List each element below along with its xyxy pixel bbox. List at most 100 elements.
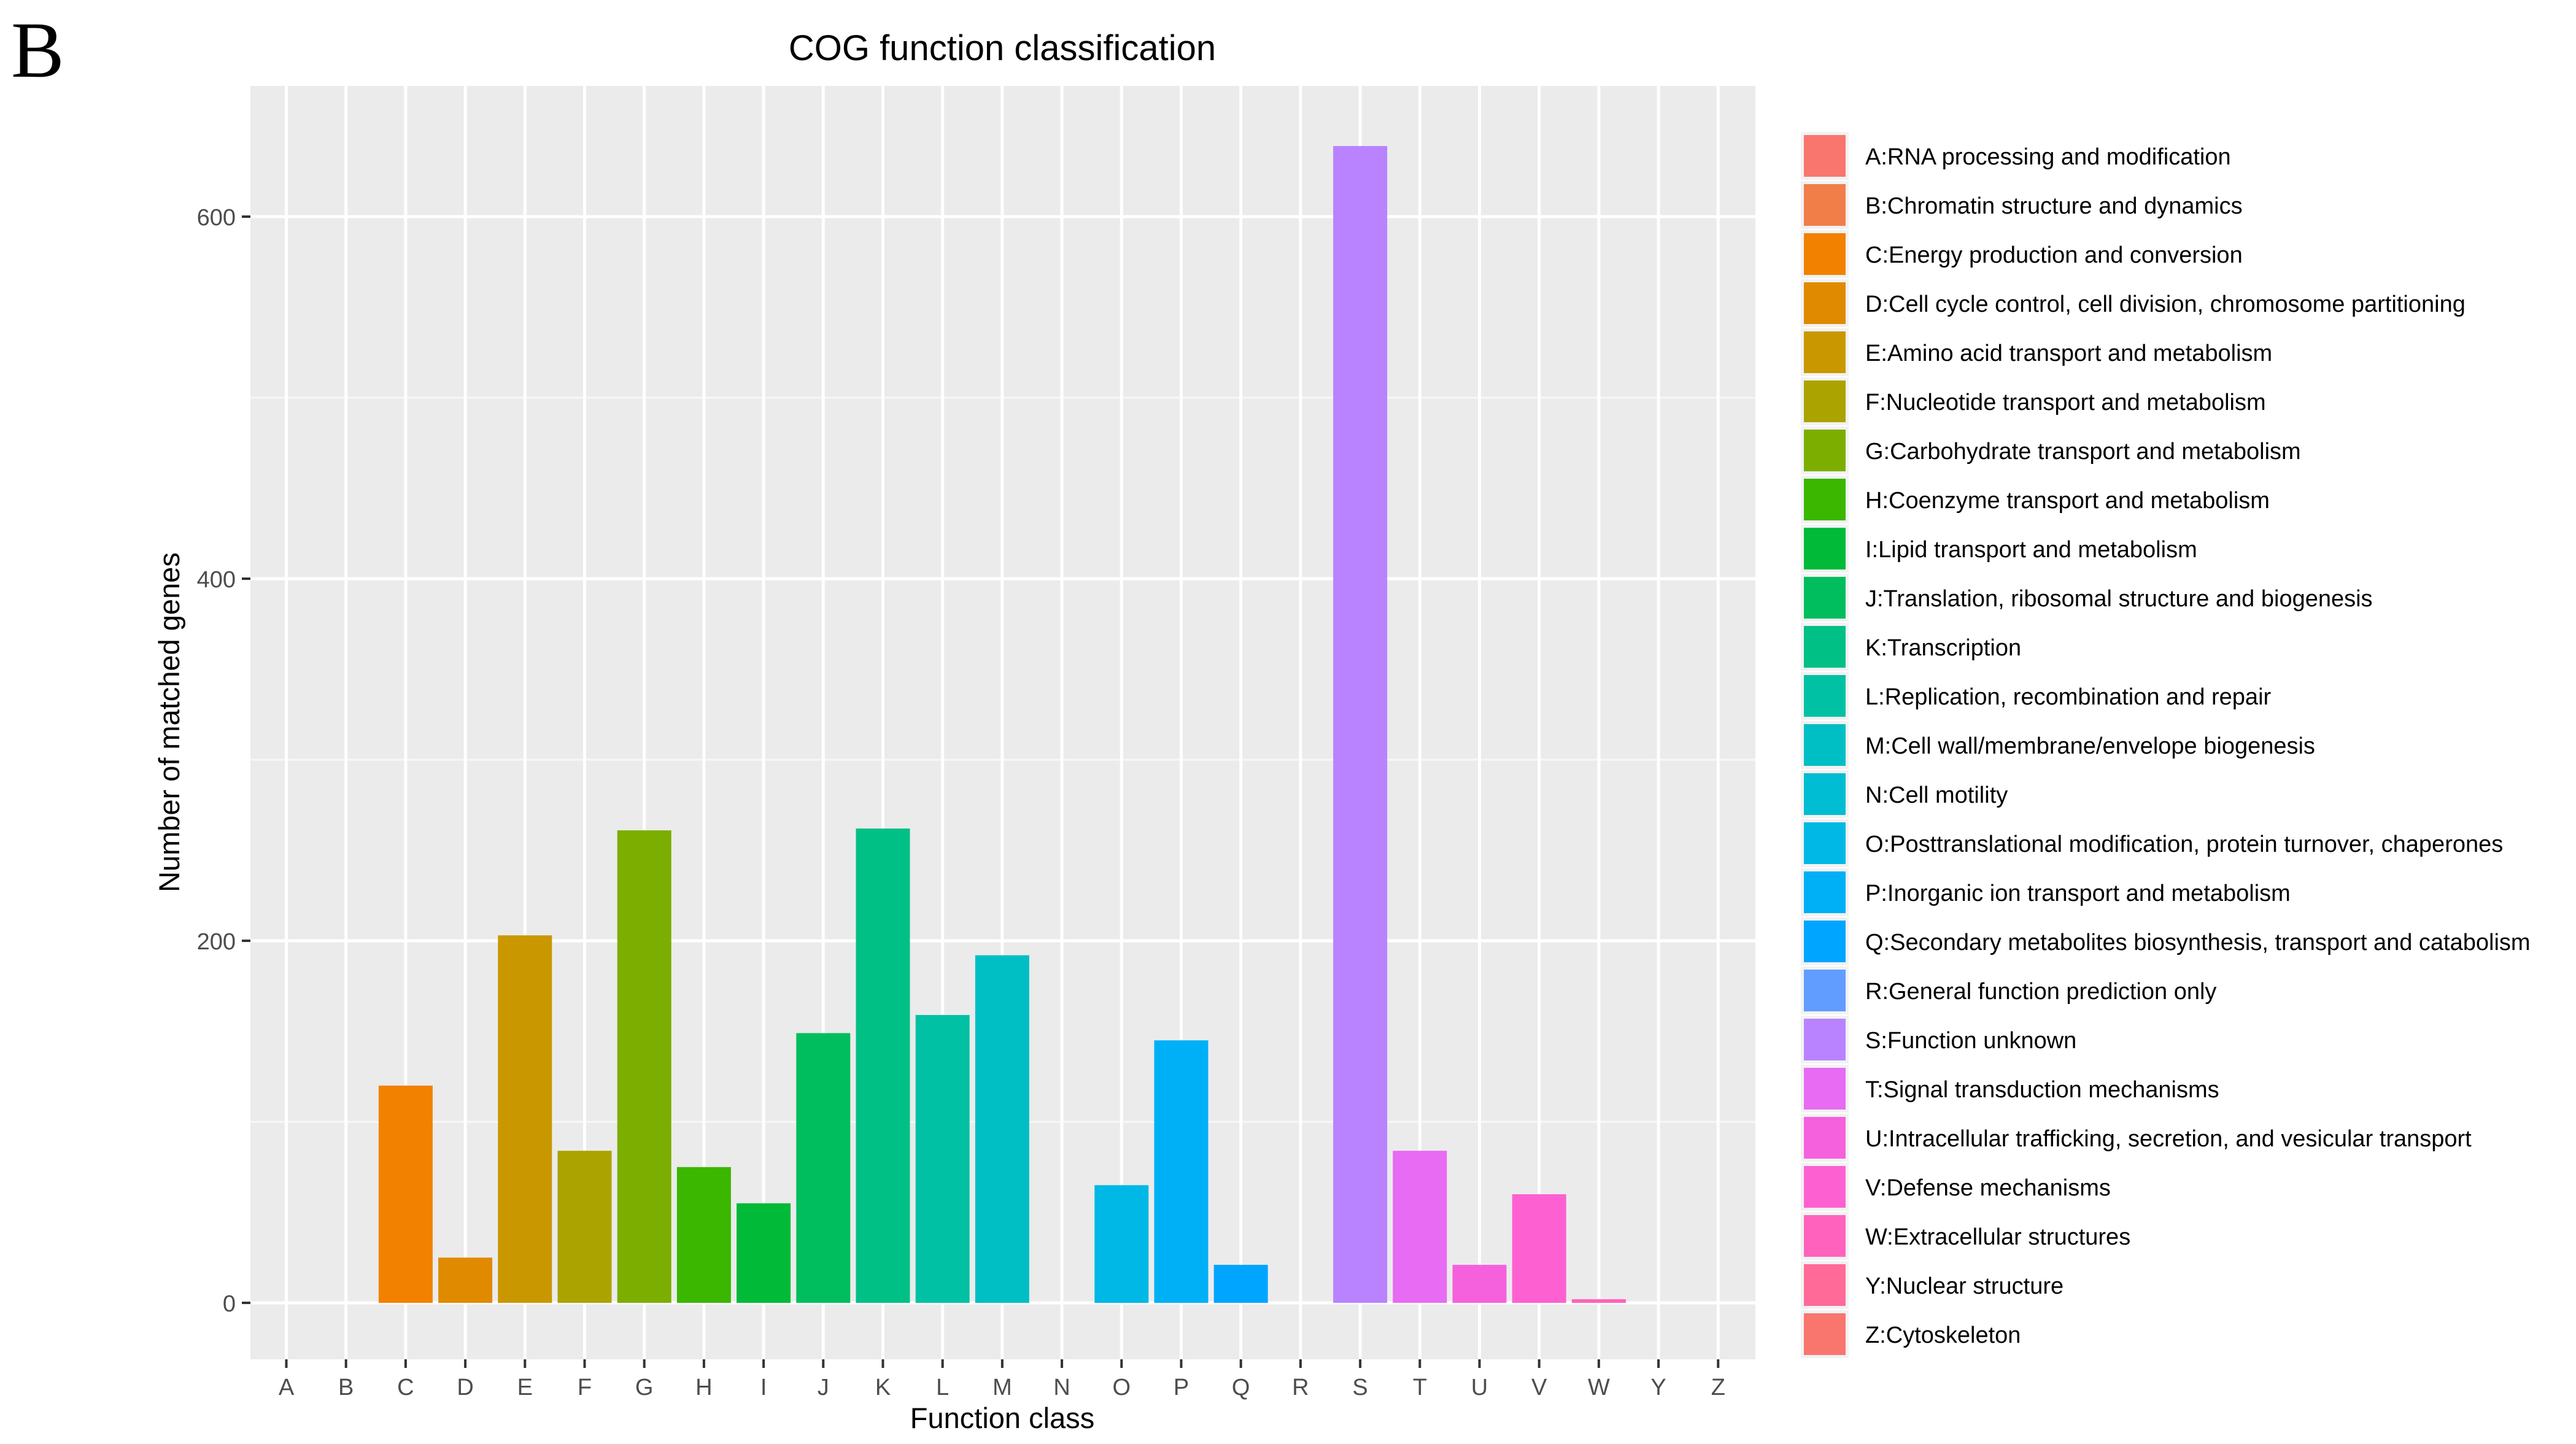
bar-F [557,1151,612,1303]
bar-T [1393,1151,1447,1303]
bar-H [676,1167,731,1303]
legend-swatch-N [1804,773,1846,815]
legend-swatch-W [1804,1215,1846,1257]
legend-swatch-S [1804,1019,1846,1060]
x-tick-label: P [1174,1375,1189,1400]
legend-swatch-U [1804,1117,1846,1159]
legend-label-F: F:Nucleotide transport and metabolism [1865,390,2266,415]
legend-label-B: B:Chromatin structure and dynamics [1865,193,2243,219]
y-tick-label: 600 [197,205,236,231]
legend-swatch-J [1804,577,1846,619]
bar-S [1333,145,1388,1303]
legend-label-R: R:General function prediction only [1865,979,2216,1005]
legend-swatch-E [1804,331,1846,373]
legend-swatch-T [1804,1068,1846,1110]
bar-K [856,828,910,1303]
legend-label-W: W:Extracellular structures [1865,1224,2130,1250]
legend-label-H: H:Coenzyme transport and metabolism [1865,488,2270,514]
x-tick-label: U [1471,1375,1488,1400]
legend-swatch-K [1804,626,1846,668]
x-tick-label: C [397,1375,414,1400]
x-tick-label: N [1053,1375,1070,1400]
legend-swatch-P [1804,871,1846,913]
x-tick-label: Q [1232,1375,1250,1400]
x-tick-label: F [578,1375,592,1400]
legend-label-J: J:Translation, ribosomal structure and b… [1865,586,2373,612]
legend-swatch-Q [1804,921,1846,962]
legend-label-T: T:Signal transduction mechanisms [1865,1077,2219,1103]
legend-swatch-I [1804,528,1846,569]
bar-O [1094,1185,1149,1303]
bar-L [915,1014,970,1303]
legend-label-I: I:Lipid transport and metabolism [1865,537,2197,563]
legend-label-G: G:Carbohydrate transport and metabolism [1865,439,2301,465]
x-tick-label: W [1588,1375,1610,1400]
legend-swatch-R [1804,970,1846,1011]
bar-V [1512,1194,1566,1303]
x-tick-label: H [695,1375,712,1400]
x-tick-label: A [279,1375,295,1400]
x-tick-label: I [760,1375,767,1400]
x-tick-label: K [875,1375,891,1400]
legend-swatch-D [1804,282,1846,324]
x-tick-label: S [1352,1375,1367,1400]
bar-U [1452,1265,1507,1303]
legend-label-V: V:Defense mechanisms [1865,1175,2111,1201]
y-tick-label: 0 [223,1291,236,1317]
y-tick-label: 200 [197,929,236,955]
x-tick-label: D [457,1375,473,1400]
chart-title: COG function classification [789,28,1216,68]
legend-swatch-C [1804,233,1846,275]
bar-M [975,955,1029,1303]
legend-swatch-F [1804,380,1846,422]
x-tick-label: G [635,1375,654,1400]
x-tick-label: Y [1650,1375,1666,1400]
legend-label-A: A:RNA processing and modification [1865,144,2231,170]
x-tick-label: M [992,1375,1012,1400]
bar-I [737,1203,791,1303]
legend-swatch-A [1804,135,1846,177]
legend-label-L: L:Replication, recombination and repair [1865,684,2272,710]
legend-label-P: P:Inorganic ion transport and metabolism [1865,881,2291,906]
x-tick-label: V [1531,1375,1547,1400]
legend-label-C: C:Energy production and conversion [1865,242,2243,268]
legend-swatch-Z [1804,1313,1846,1355]
legend-label-U: U:Intracellular trafficking, secretion, … [1865,1126,2472,1152]
legend-label-D: D:Cell cycle control, cell division, chr… [1865,292,2466,317]
bar-C [378,1086,433,1303]
legend-label-K: K:Transcription [1865,635,2021,661]
legend-swatch-L [1804,675,1846,717]
bars-group [378,145,1626,1303]
legend-label-Y: Y:Nuclear structure [1865,1273,2064,1299]
x-tick-label: J [818,1375,829,1400]
panel-label: B [11,6,64,95]
x-tick-label: B [338,1375,354,1400]
legend-swatch-O [1804,822,1846,864]
x-axis-label: Function class [910,1402,1094,1434]
x-tick-label: T [1413,1375,1427,1400]
legend-swatch-B [1804,184,1846,226]
x-tick-label: L [936,1375,949,1400]
legend-swatch-Y [1804,1264,1846,1306]
bar-W [1571,1299,1626,1303]
y-tick-label: 400 [197,567,236,593]
x-tick-label: R [1292,1375,1309,1400]
bar-E [498,935,552,1303]
legend: A:RNA processing and modification B:Chrom… [1801,132,2531,1358]
legend-swatch-V [1804,1166,1846,1208]
legend-label-Z: Z:Cytoskeleton [1865,1322,2021,1348]
legend-swatch-M [1804,724,1846,766]
legend-label-E: E:Amino acid transport and metabolism [1865,341,2272,366]
legend-swatch-G [1804,430,1846,471]
legend-label-Q: Q:Secondary metabolites biosynthesis, tr… [1865,930,2531,956]
x-tick-label: O [1113,1375,1131,1400]
legend-label-M: M:Cell wall/membrane/envelope biogenesis [1865,733,2315,759]
bar-P [1154,1040,1209,1303]
legend-label-N: N:Cell motility [1865,782,2008,808]
x-tick-label: E [517,1375,533,1400]
bar-D [438,1257,493,1303]
legend-label-S: S:Function unknown [1865,1028,2076,1054]
legend-label-O: O:Posttranslational modification, protei… [1865,832,2503,857]
